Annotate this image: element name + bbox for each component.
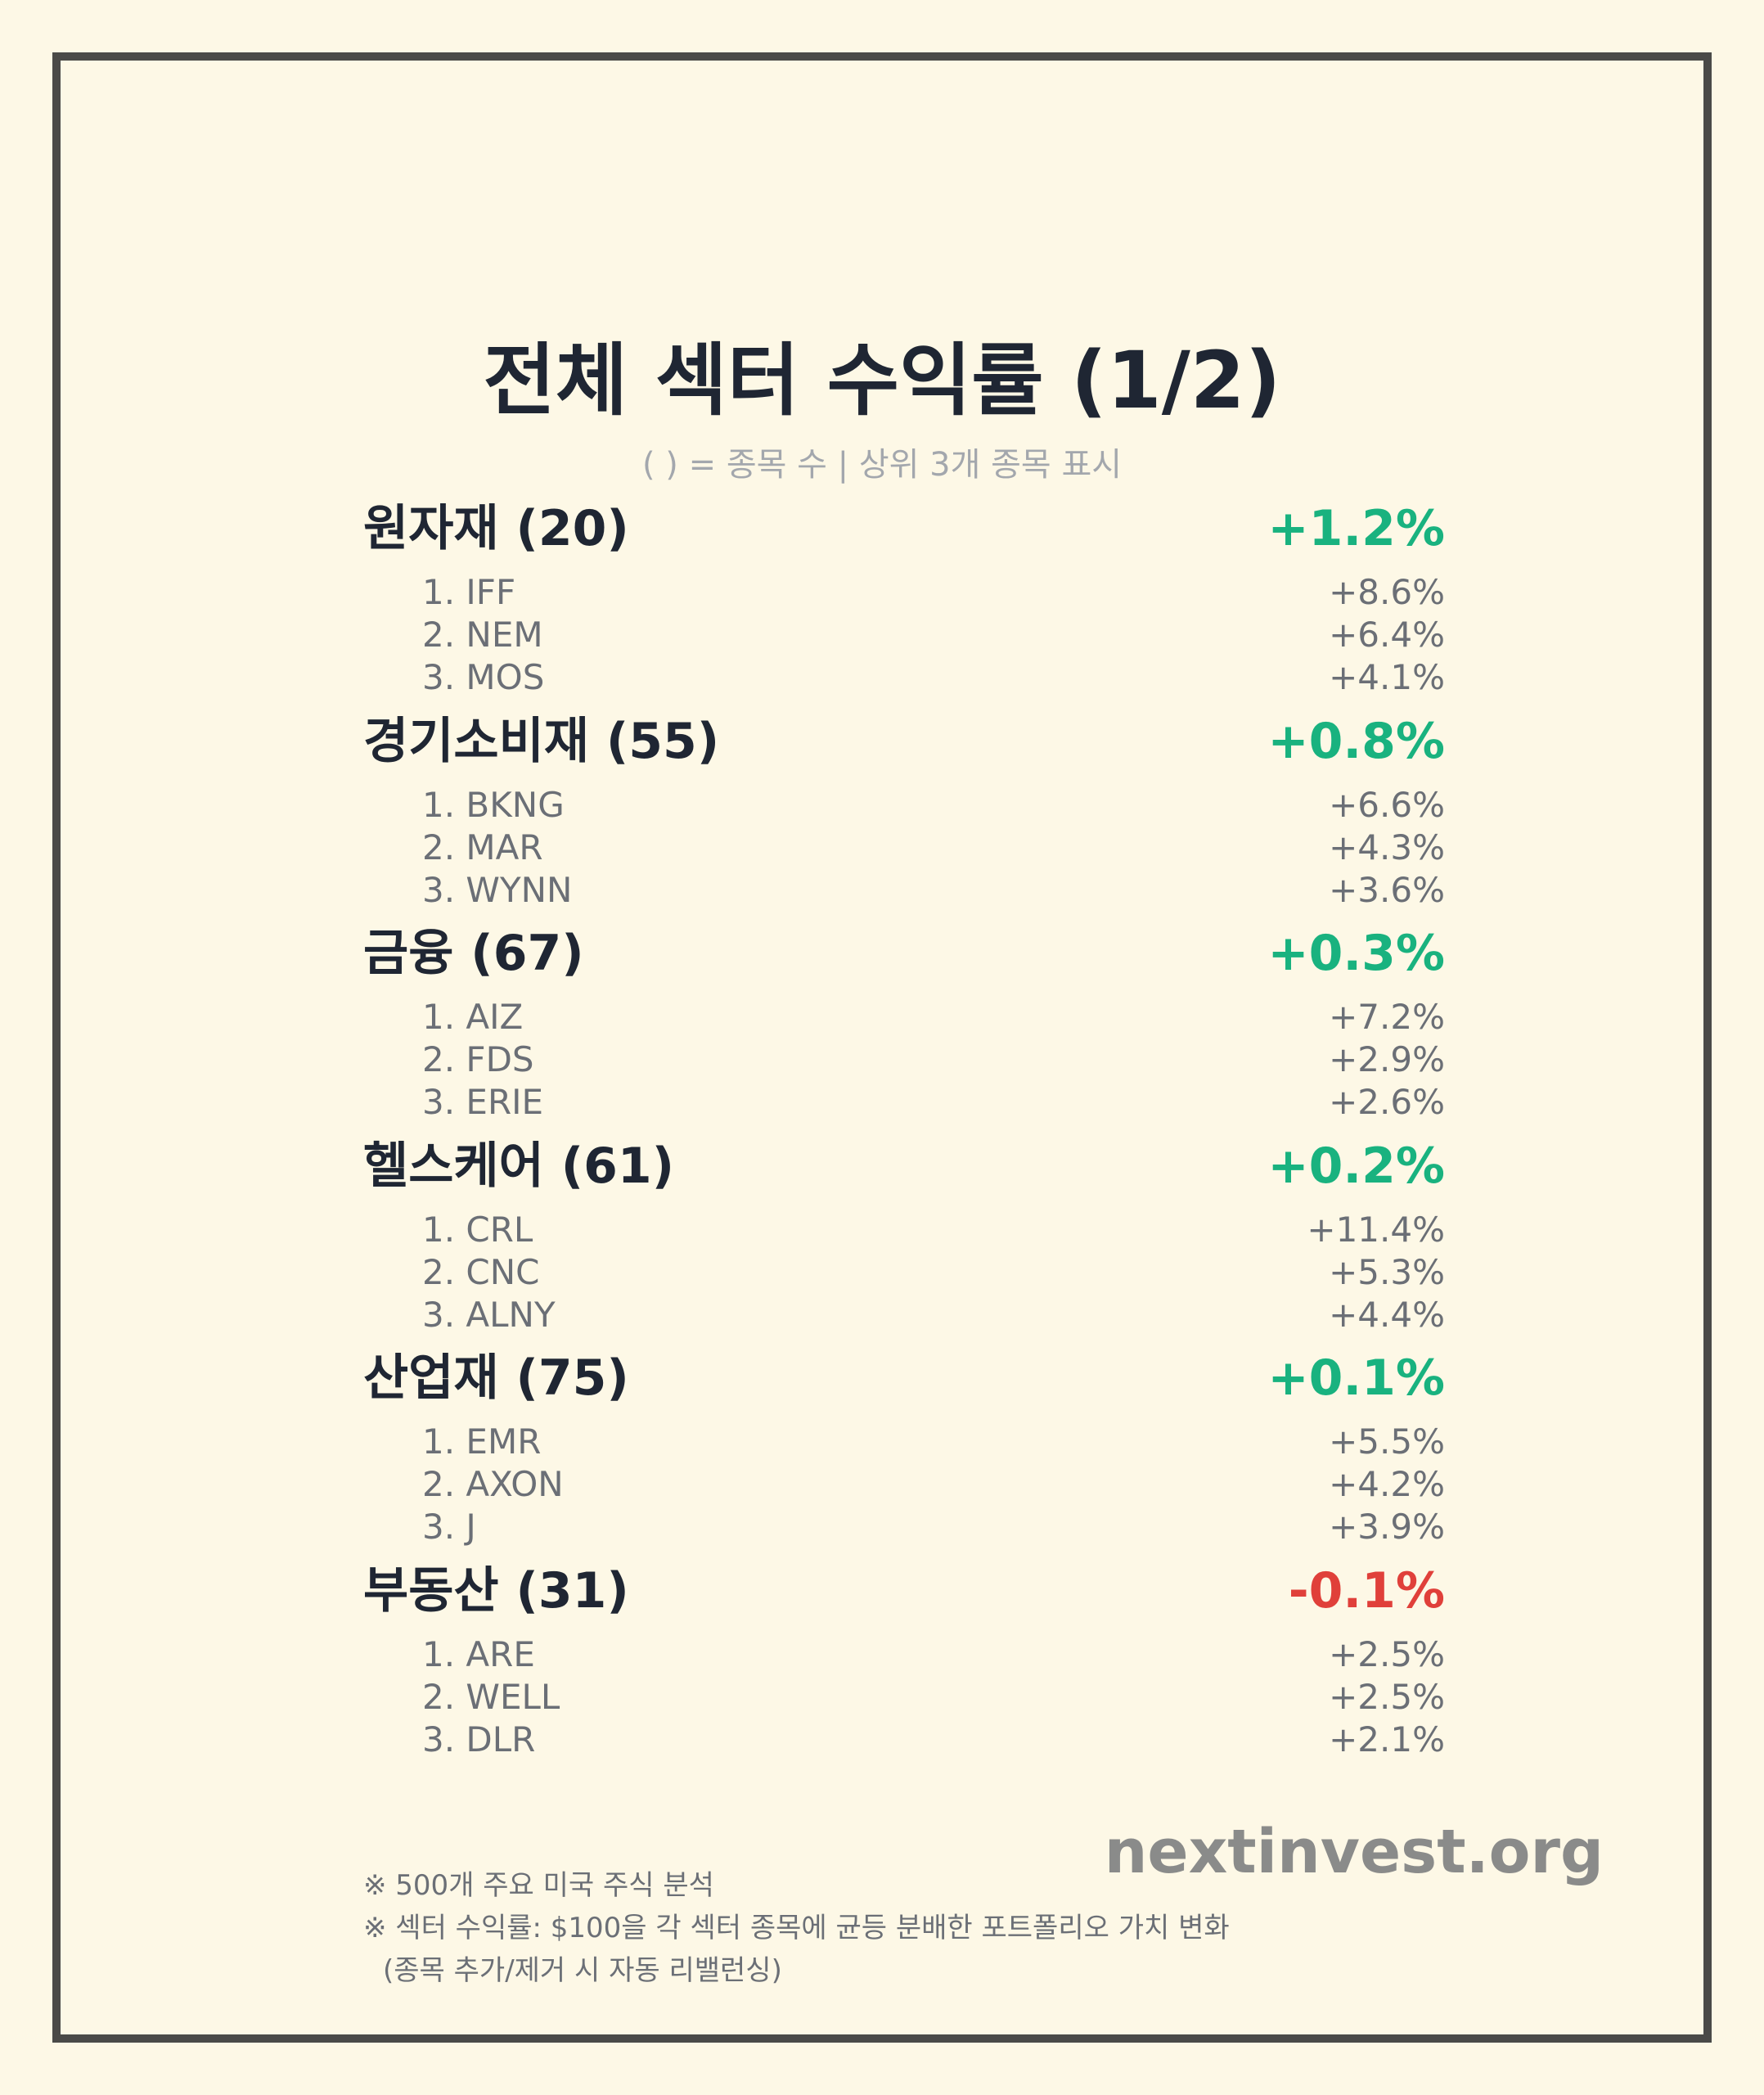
stock-name: 2. WELL <box>422 1676 560 1717</box>
brand-link[interactable]: nextinvest.org <box>1104 1817 1604 1887</box>
card-border <box>52 52 1712 2043</box>
sector-list: 원자재 (20) +1.2% 1. IFF +8.6% 2. NEM +6.4%… <box>363 491 1445 1765</box>
stock-row: 1. EMR +5.5% <box>363 1421 1445 1463</box>
stock-return: +5.3% <box>1329 1251 1445 1292</box>
stock-return: +6.4% <box>1329 615 1445 655</box>
stock-return: +4.2% <box>1329 1464 1445 1504</box>
stock-row: 1. BKNG +6.6% <box>363 784 1445 827</box>
stock-row: 2. CNC +5.3% <box>363 1251 1445 1294</box>
sector-header: 원자재 (20) +1.2% <box>363 491 1445 566</box>
stock-name: 1. EMR <box>422 1421 542 1462</box>
stock-list: 1. EMR +5.5% 2. AXON +4.2% 3. J +3.9% <box>363 1421 1445 1548</box>
stock-row: 3. ALNY +4.4% <box>363 1294 1445 1336</box>
stock-return: +4.4% <box>1329 1294 1445 1335</box>
stock-name: 1. IFF <box>422 572 516 612</box>
page-title: 전체 섹터 수익률 (1/2) <box>483 335 1281 426</box>
sector-block: 부동산 (31) -0.1% 1. ARE +2.5% 2. WELL +2.5… <box>363 1553 1445 1766</box>
sector-name: 헬스케어 (61) <box>363 1137 675 1195</box>
stock-row: 3. DLR +2.1% <box>363 1719 1445 1761</box>
stock-name: 1. CRL <box>422 1209 533 1250</box>
stock-row: 2. MAR +4.3% <box>363 827 1445 869</box>
stock-row: 3. WYNN +3.6% <box>363 869 1445 912</box>
stock-return: +6.6% <box>1329 784 1445 825</box>
stock-row: 2. NEM +6.4% <box>363 614 1445 656</box>
sector-block: 산업재 (75) +0.1% 1. EMR +5.5% 2. AXON +4.2… <box>363 1340 1445 1553</box>
sector-header: 경기소비재 (55) +0.8% <box>363 704 1445 779</box>
stock-name: 2. NEM <box>422 615 543 655</box>
stock-row: 1. CRL +11.4% <box>363 1209 1445 1251</box>
stock-row: 1. AIZ +7.2% <box>363 996 1445 1038</box>
stock-return: +2.9% <box>1329 1039 1445 1079</box>
stock-return: +11.4% <box>1307 1209 1445 1250</box>
stock-return: +5.5% <box>1329 1421 1445 1462</box>
sector-name: 부동산 (31) <box>363 1561 629 1620</box>
page-subtitle: ( ) = 종목 수 | 상위 3개 종목 표시 <box>641 446 1123 484</box>
sector-header: 금융 (67) +0.3% <box>363 916 1445 991</box>
stock-list: 1. IFF +8.6% 2. NEM +6.4% 3. MOS +4.1% <box>363 571 1445 699</box>
sector-header: 산업재 (75) +0.1% <box>363 1340 1445 1416</box>
stock-name: 2. CNC <box>422 1251 540 1292</box>
stock-list: 1. ARE +2.5% 2. WELL +2.5% 3. DLR +2.1% <box>363 1633 1445 1761</box>
sector-block: 경기소비재 (55) +0.8% 1. BKNG +6.6% 2. MAR +4… <box>363 704 1445 917</box>
stock-name: 3. ALNY <box>422 1294 556 1335</box>
sector-header: 부동산 (31) -0.1% <box>363 1553 1445 1629</box>
stock-return: +4.3% <box>1329 827 1445 867</box>
stock-return: +2.5% <box>1329 1633 1445 1674</box>
stock-name: 1. AIZ <box>422 997 524 1037</box>
footnotes: ※ 500개 주요 미국 주식 분석 ※ 섹터 수익률: $100을 각 섹터 … <box>363 1864 1230 1992</box>
sector-return: +0.3% <box>1267 925 1445 982</box>
stock-name: 2. FDS <box>422 1039 534 1079</box>
stock-row: 3. J +3.9% <box>363 1506 1445 1548</box>
sector-block: 금융 (67) +0.3% 1. AIZ +7.2% 2. FDS +2.9% … <box>363 916 1445 1129</box>
stock-name: 2. AXON <box>422 1464 564 1504</box>
stock-name: 1. BKNG <box>422 784 565 825</box>
stock-row: 3. MOS +4.1% <box>363 656 1445 699</box>
stock-list: 1. CRL +11.4% 2. CNC +5.3% 3. ALNY +4.4% <box>363 1209 1445 1336</box>
sector-name: 원자재 (20) <box>363 500 629 557</box>
sector-return: +1.2% <box>1267 500 1445 557</box>
sector-return: -0.1% <box>1288 1561 1445 1620</box>
stock-list: 1. AIZ +7.2% 2. FDS +2.9% 3. ERIE +2.6% <box>363 996 1445 1124</box>
stock-name: 3. ERIE <box>422 1082 544 1122</box>
stock-name: 3. DLR <box>422 1719 536 1759</box>
stock-row: 2. AXON +4.2% <box>363 1463 1445 1506</box>
sector-return: +0.1% <box>1267 1349 1445 1407</box>
stock-name: 3. J <box>422 1507 476 1547</box>
stock-name: 2. MAR <box>422 827 543 867</box>
stock-list: 1. BKNG +6.6% 2. MAR +4.3% 3. WYNN +3.6% <box>363 784 1445 912</box>
stock-name: 1. ARE <box>422 1633 535 1674</box>
footnote: ※ 500개 주요 미국 주식 분석 <box>363 1869 714 1902</box>
sector-name: 경기소비재 (55) <box>363 712 720 770</box>
stock-row: 3. ERIE +2.6% <box>363 1081 1445 1124</box>
sector-return: +0.8% <box>1267 712 1445 770</box>
stock-return: +3.9% <box>1329 1507 1445 1547</box>
stock-row: 1. ARE +2.5% <box>363 1633 1445 1676</box>
stock-return: +2.1% <box>1329 1719 1445 1759</box>
stock-return: +2.6% <box>1329 1082 1445 1122</box>
sector-name: 산업재 (75) <box>363 1349 629 1407</box>
stock-return: +4.1% <box>1329 657 1445 697</box>
stock-name: 3. WYNN <box>422 869 573 910</box>
sector-return: +0.2% <box>1267 1137 1445 1195</box>
stock-return: +3.6% <box>1329 869 1445 910</box>
stock-row: 2. WELL +2.5% <box>363 1676 1445 1719</box>
stock-return: +8.6% <box>1329 572 1445 612</box>
footnote: (종목 추가/제거 시 자동 리밸런싱) <box>383 1954 782 1987</box>
stock-name: 3. MOS <box>422 657 545 697</box>
sector-header: 헬스케어 (61) +0.2% <box>363 1129 1445 1204</box>
footnote: ※ 섹터 수익률: $100을 각 섹터 종목에 균등 분배한 포트폴리오 가치… <box>363 1912 1230 1944</box>
stock-return: +2.5% <box>1329 1676 1445 1717</box>
sector-name: 금융 (67) <box>363 925 584 982</box>
stock-row: 1. IFF +8.6% <box>363 571 1445 614</box>
stock-row: 2. FDS +2.9% <box>363 1038 1445 1081</box>
stock-return: +7.2% <box>1329 997 1445 1037</box>
sector-block: 원자재 (20) +1.2% 1. IFF +8.6% 2. NEM +6.4%… <box>363 491 1445 704</box>
sector-block: 헬스케어 (61) +0.2% 1. CRL +11.4% 2. CNC +5.… <box>363 1129 1445 1341</box>
